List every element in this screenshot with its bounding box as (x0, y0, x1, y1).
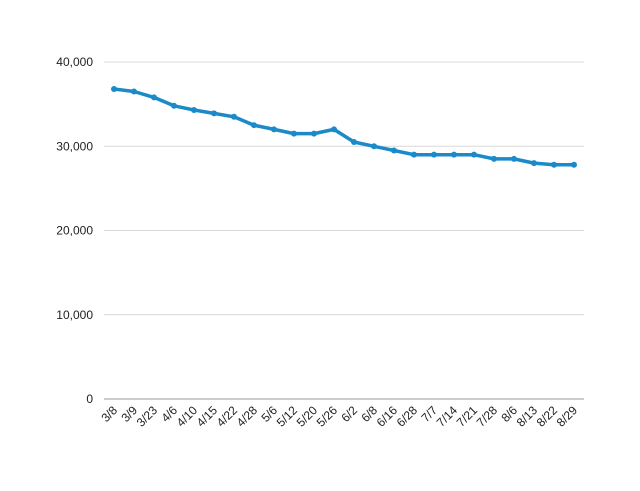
data-point (251, 122, 257, 129)
data-point (171, 102, 177, 109)
data-point (211, 110, 217, 117)
data-point (471, 151, 477, 158)
gridlines (104, 61, 584, 316)
data-point (111, 85, 117, 92)
x-tick-label: 3/23 (134, 403, 161, 430)
data-point (571, 161, 577, 168)
data-point (531, 160, 537, 167)
series-group (111, 85, 577, 168)
data-point (131, 88, 137, 95)
x-tick-label: 8/29 (554, 403, 581, 430)
data-point (551, 161, 557, 168)
x-tick-label: 5/26 (314, 403, 341, 430)
data-point (331, 126, 337, 133)
x-tick-label: 7/28 (474, 403, 501, 430)
data-point (451, 151, 457, 158)
y-tick-label: 40,000 (56, 55, 93, 69)
y-tick-label: 0 (86, 392, 93, 406)
y-tick-label: 30,000 (56, 139, 93, 153)
x-axis: 3/83/93/234/64/104/154/224/285/65/125/20… (98, 398, 584, 430)
data-point (391, 147, 397, 154)
data-point (291, 130, 297, 137)
x-tick-label: 3/8 (98, 403, 120, 425)
x-tick-label: 6/28 (394, 403, 421, 430)
y-axis: 0 10,000 20,000 30,000 40,000 (56, 55, 93, 406)
data-point (151, 94, 157, 101)
data-point (311, 130, 317, 137)
x-tick-label: 4/28 (234, 403, 261, 430)
data-point (511, 155, 517, 162)
data-point (271, 126, 277, 133)
data-point (371, 143, 377, 150)
data-point (491, 155, 497, 162)
data-point (231, 113, 237, 120)
series-line (112, 87, 576, 167)
data-point (411, 151, 417, 158)
data-point (431, 151, 437, 158)
y-tick-label: 20,000 (56, 224, 93, 238)
data-point (191, 107, 197, 114)
data-point (351, 139, 357, 146)
x-tick-label: 6/2 (338, 403, 360, 425)
y-tick-label: 10,000 (56, 308, 93, 322)
